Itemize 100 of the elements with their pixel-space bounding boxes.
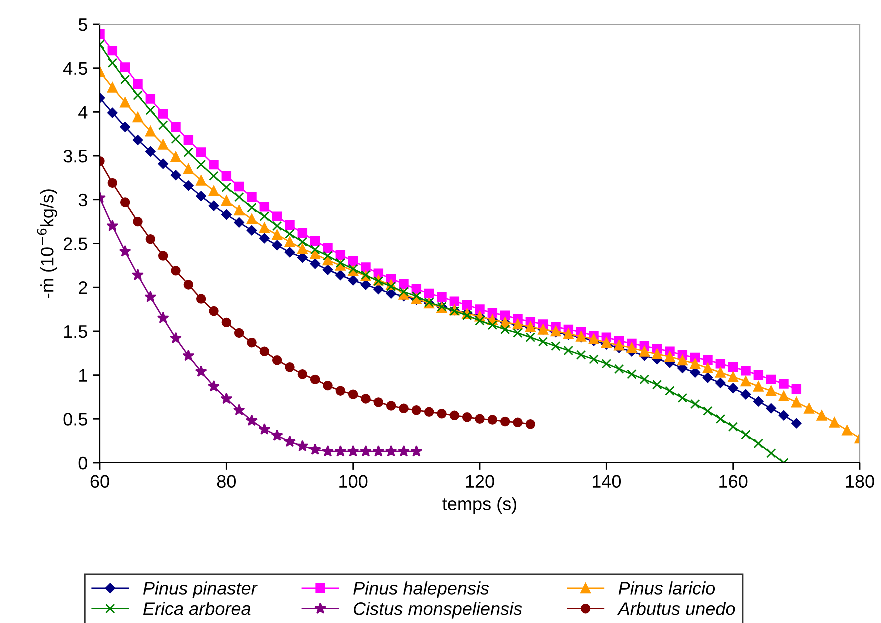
point	[728, 422, 738, 432]
point	[412, 406, 422, 416]
point	[271, 430, 284, 441]
point	[589, 354, 599, 364]
x-tick-label: 100	[340, 475, 368, 488]
point	[792, 384, 802, 394]
point	[108, 108, 118, 118]
point	[323, 243, 333, 253]
point	[361, 394, 371, 404]
point	[513, 328, 523, 338]
y-tick-label: 4	[78, 106, 88, 119]
point	[399, 287, 409, 297]
y-tick-label: 2.5	[64, 238, 88, 250]
point	[222, 318, 232, 328]
point	[246, 414, 258, 426]
legend-label: Pinus laricio	[618, 582, 716, 595]
point	[196, 191, 206, 202]
y-tick-label: 5	[78, 18, 88, 32]
point	[196, 148, 206, 158]
point	[108, 46, 118, 56]
point	[234, 182, 244, 192]
point	[488, 308, 498, 318]
point	[158, 158, 168, 170]
point	[208, 380, 220, 392]
point	[184, 135, 194, 146]
y-tick-label: 3	[78, 194, 88, 207]
point	[272, 212, 282, 222]
point	[309, 444, 322, 456]
point	[538, 337, 548, 347]
x-axis-title: temps (s)	[442, 497, 516, 514]
point	[450, 410, 460, 421]
x-tick-label: 60	[90, 475, 110, 488]
point	[410, 445, 423, 457]
point	[234, 218, 244, 228]
point	[146, 234, 156, 244]
point	[322, 445, 334, 457]
point	[298, 237, 308, 247]
point	[652, 380, 662, 390]
point	[398, 445, 410, 457]
point	[728, 362, 738, 372]
point	[222, 182, 232, 192]
point	[716, 359, 726, 369]
point	[678, 393, 688, 403]
point	[171, 266, 181, 276]
x-tick-label: 160	[720, 475, 748, 488]
point	[220, 392, 233, 404]
y-tick-label: 0	[78, 456, 88, 470]
point	[298, 370, 308, 380]
point	[424, 288, 434, 299]
point	[120, 74, 130, 85]
point	[184, 148, 194, 158]
point	[348, 390, 358, 400]
point	[272, 356, 282, 366]
point	[513, 418, 523, 428]
point	[182, 350, 195, 362]
point	[564, 346, 574, 356]
point	[209, 306, 219, 316]
point	[258, 423, 271, 435]
point	[500, 310, 510, 321]
point	[374, 398, 384, 408]
point	[170, 170, 182, 180]
point	[334, 445, 347, 457]
point	[296, 440, 309, 452]
point	[234, 192, 244, 202]
point	[298, 252, 308, 263]
point	[208, 200, 220, 212]
point	[158, 109, 168, 119]
point	[360, 280, 372, 290]
point	[462, 310, 472, 321]
point	[778, 410, 790, 421]
point	[399, 279, 409, 289]
point	[754, 438, 764, 449]
point	[703, 356, 713, 366]
point	[285, 362, 295, 372]
x-tick-label: 120	[466, 475, 494, 488]
point	[602, 359, 612, 369]
point	[133, 90, 143, 100]
point	[298, 228, 308, 238]
point	[285, 229, 295, 239]
point	[132, 135, 144, 146]
point	[348, 256, 358, 266]
point	[272, 240, 282, 251]
point	[222, 171, 232, 182]
x-tick-label: 180	[846, 475, 874, 488]
point	[437, 292, 447, 302]
point	[260, 202, 270, 212]
point	[272, 221, 282, 232]
point	[690, 399, 700, 410]
point	[348, 275, 358, 286]
point	[108, 178, 118, 188]
point	[184, 180, 194, 191]
point	[488, 320, 498, 330]
point	[108, 58, 118, 68]
point	[754, 370, 764, 380]
point	[195, 366, 208, 377]
point	[184, 280, 194, 290]
point	[247, 338, 257, 348]
point	[437, 409, 447, 419]
point	[500, 416, 510, 427]
point	[284, 436, 296, 448]
